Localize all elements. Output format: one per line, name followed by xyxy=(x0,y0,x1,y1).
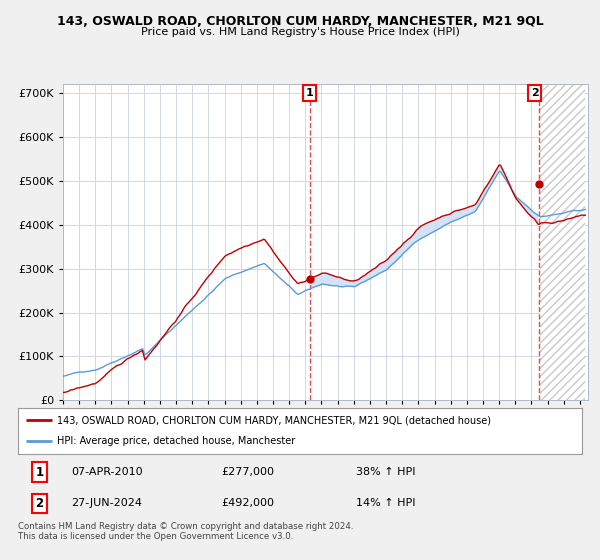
Text: HPI: Average price, detached house, Manchester: HPI: Average price, detached house, Manc… xyxy=(58,436,296,446)
Text: 14% ↑ HPI: 14% ↑ HPI xyxy=(356,498,416,508)
Text: £492,000: £492,000 xyxy=(221,498,274,508)
Text: 07-APR-2010: 07-APR-2010 xyxy=(71,467,143,477)
Text: 2: 2 xyxy=(35,497,43,510)
Text: Contains HM Land Registry data © Crown copyright and database right 2024.
This d: Contains HM Land Registry data © Crown c… xyxy=(18,522,353,542)
Text: 1: 1 xyxy=(306,88,314,98)
Text: 27-JUN-2024: 27-JUN-2024 xyxy=(71,498,143,508)
Text: 1: 1 xyxy=(35,465,43,479)
Text: 2: 2 xyxy=(530,88,538,98)
Text: 143, OSWALD ROAD, CHORLTON CUM HARDY, MANCHESTER, M21 9QL: 143, OSWALD ROAD, CHORLTON CUM HARDY, MA… xyxy=(56,15,544,27)
Text: 143, OSWALD ROAD, CHORLTON CUM HARDY, MANCHESTER, M21 9QL (detached house): 143, OSWALD ROAD, CHORLTON CUM HARDY, MA… xyxy=(58,415,491,425)
Text: 38% ↑ HPI: 38% ↑ HPI xyxy=(356,467,416,477)
Text: £277,000: £277,000 xyxy=(221,467,274,477)
Text: Price paid vs. HM Land Registry's House Price Index (HPI): Price paid vs. HM Land Registry's House … xyxy=(140,27,460,37)
